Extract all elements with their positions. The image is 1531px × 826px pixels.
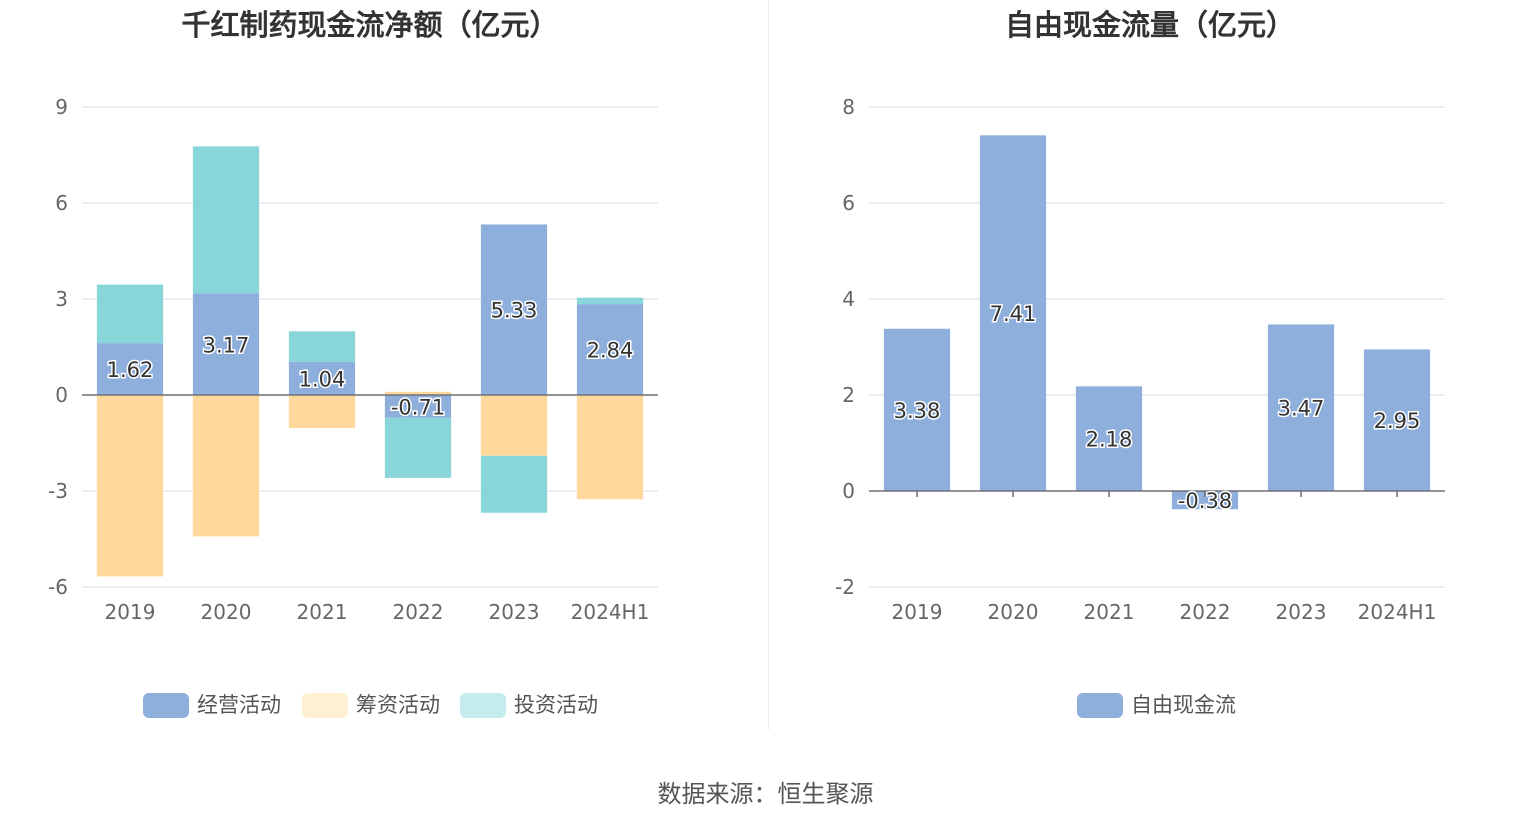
y-tick-label: 4 — [842, 287, 855, 311]
legend-label: 自由现金流 — [1131, 693, 1236, 717]
data-label: 1.62 — [107, 358, 154, 382]
bar-经营活动 — [192, 293, 260, 395]
data-source: 数据来源：恒生聚源 — [657, 780, 874, 808]
x-tick-label: 2021 — [1084, 600, 1135, 624]
bar-筹资活动 — [576, 395, 644, 500]
bar-经营活动 — [576, 304, 644, 395]
data-label: 2.18 — [1086, 428, 1133, 452]
bar-自由现金流 — [883, 328, 951, 491]
bar-投资活动 — [480, 455, 548, 513]
x-tick-label: 2021 — [297, 600, 348, 624]
bar-经营活动 — [288, 361, 356, 395]
left-cashflow-chart: 9 6 3 0 -3 -6 2019 2020 2021 2022 2023 2024H1 1.62 3.… — [48, 95, 658, 718]
y-tick-label: 9 — [55, 95, 68, 119]
y-tick-label: -2 — [835, 575, 855, 599]
data-label: -0.71 — [391, 395, 445, 419]
bar-筹资活动 — [96, 395, 164, 577]
bar-投资活动 — [192, 146, 260, 294]
bar-经营活动 — [384, 395, 452, 418]
x-tick-label: 2020 — [988, 600, 1039, 624]
right-chart-title: 自由现金流量（亿元） — [1004, 8, 1295, 42]
x-tick-label: 2019 — [892, 600, 943, 624]
bar-投资活动 — [384, 417, 452, 478]
bar-自由现金流 — [1171, 491, 1239, 510]
bar-经营活动 — [480, 224, 548, 395]
y-tick-label: 0 — [55, 383, 68, 407]
left-chart-title: 千红制药现金流净额（亿元） — [181, 8, 559, 42]
bar-自由现金流 — [979, 135, 1047, 491]
bar-筹资活动 — [192, 395, 260, 537]
y-tick-label: -3 — [48, 479, 68, 503]
bar-自由现金流 — [1075, 386, 1143, 491]
legend-swatch — [1077, 693, 1123, 718]
bar-筹资活动 — [288, 395, 356, 428]
data-label: 3.47 — [1278, 397, 1325, 421]
y-tick-label: -6 — [48, 575, 68, 599]
bar-自由现金流 — [1267, 324, 1335, 491]
y-tick-label: 6 — [55, 191, 68, 215]
x-tick-label: 2022 — [393, 600, 444, 624]
panel-divider — [768, 0, 769, 730]
x-tick-label: 2019 — [105, 600, 156, 624]
legend-swatch — [460, 693, 506, 718]
x-tick-label: 2020 — [201, 600, 252, 624]
data-label: 1.04 — [299, 367, 346, 391]
y-tick-label: 3 — [55, 287, 68, 311]
bar-筹资活动 — [384, 391, 452, 395]
legend-label: 投资活动 — [514, 693, 598, 717]
y-tick-label: 8 — [842, 95, 855, 119]
data-label: -0.38 — [1178, 489, 1232, 513]
x-tick-label: 2022 — [1180, 600, 1231, 624]
bar-投资活动 — [576, 297, 644, 305]
bar-投资活动 — [288, 331, 356, 362]
x-tick-label: 2024H1 — [1358, 600, 1437, 624]
y-tick-label: 2 — [842, 383, 855, 407]
data-label: 3.38 — [894, 399, 941, 423]
x-tick-label: 2023 — [1276, 600, 1327, 624]
data-label: 2.95 — [1374, 409, 1421, 433]
y-tick-label: 6 — [842, 191, 855, 215]
x-tick-label: 2023 — [489, 600, 540, 624]
legend-swatch — [143, 693, 189, 718]
bar-经营活动 — [96, 343, 164, 395]
data-label: 3.17 — [203, 333, 250, 357]
bar-投资活动 — [96, 284, 164, 344]
legend-swatch — [302, 693, 348, 718]
data-label: 5.33 — [491, 299, 538, 323]
data-label: 7.41 — [990, 302, 1037, 326]
legend-label: 经营活动 — [197, 693, 281, 717]
bar-筹资活动 — [480, 395, 548, 456]
bar-自由现金流 — [1363, 349, 1431, 491]
y-tick-label: 0 — [842, 479, 855, 503]
right-fcf-chart: 8 6 4 2 0 -2 2019 2020 2021 2022 2023 2024H1 3.38 7.4… — [835, 95, 1445, 718]
legend-label: 筹资活动 — [356, 693, 440, 717]
x-tick-label: 2024H1 — [571, 600, 650, 624]
data-label: 2.84 — [587, 339, 634, 363]
